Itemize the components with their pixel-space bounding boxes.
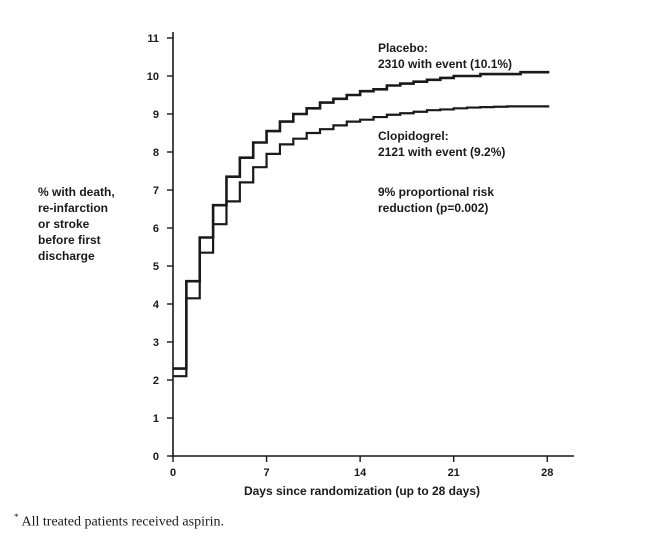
annotation-placebo: Placebo: 2310 with event (10.1%) xyxy=(378,41,512,71)
y-tick-label: 8 xyxy=(153,147,159,159)
y-tick-label: 10 xyxy=(147,71,159,83)
y-tick-label: 4 xyxy=(153,299,160,311)
y-tick-label: 1 xyxy=(153,413,159,425)
annotation-risk: 9% proportional risk reduction (p=0.002) xyxy=(378,185,494,215)
y-axis-title: % with death, re-infarction or stroke befor… xyxy=(38,185,115,263)
series-line-placebo xyxy=(173,70,550,370)
x-tick-label: 21 xyxy=(448,467,460,479)
series-line-clopidogrel xyxy=(173,105,550,378)
annotation-line: Placebo: xyxy=(378,41,428,55)
x-tick-label: 14 xyxy=(354,467,367,479)
y-tick-label: 0 xyxy=(153,451,159,463)
chart-series xyxy=(173,70,550,378)
annotation-line: reduction (p=0.002) xyxy=(378,201,488,215)
y-tick-label: 6 xyxy=(153,223,159,235)
y-tick-label: 2 xyxy=(153,375,159,387)
annotation-line: 2121 with event (9.2%) xyxy=(378,145,505,159)
footnote: * All treated patients received aspirin. xyxy=(14,512,224,531)
y-tick-label: 5 xyxy=(153,261,159,273)
kaplan-meier-chart: 0 1 2 3 4 5 6 7 8 9 10 11 0 7 14 21 28 Placebo: 2310 with… xyxy=(38,32,574,498)
annotation-clopidogrel: Clopidogrel: 2121 with event (9.2%) xyxy=(378,129,505,159)
x-axis-title: Days since randomization (up to 28 days) xyxy=(244,484,480,498)
annotation-line: 9% proportional risk xyxy=(378,185,494,199)
y-axis-title-line: re-infarction xyxy=(38,201,108,215)
y-axis-title-line: discharge xyxy=(38,249,95,263)
y-tick-label: 7 xyxy=(153,185,159,197)
y-axis-title-line: or stroke xyxy=(38,217,90,231)
annotation-line: 2310 with event (10.1%) xyxy=(378,57,512,71)
y-tick-label: 9 xyxy=(153,109,159,121)
x-tick-label: 0 xyxy=(170,467,176,479)
y-axis-title-line: % with death, xyxy=(38,185,115,199)
annotation-line: Clopidogrel: xyxy=(378,129,449,143)
y-axis-title-line: before first xyxy=(38,233,101,247)
y-tick-label: 11 xyxy=(147,33,159,45)
chart-axes: 0 1 2 3 4 5 6 7 8 9 10 11 0 7 14 21 28 xyxy=(147,32,574,479)
y-tick-label: 3 xyxy=(153,337,159,349)
chart-annotations: Placebo: 2310 with event (10.1%) Clopidogr… xyxy=(378,41,512,215)
footnote-text: All treated patients received aspirin. xyxy=(21,514,225,530)
footnote-marker: * xyxy=(14,512,19,522)
x-tick-label: 7 xyxy=(264,467,270,479)
x-tick-label: 28 xyxy=(541,467,553,479)
